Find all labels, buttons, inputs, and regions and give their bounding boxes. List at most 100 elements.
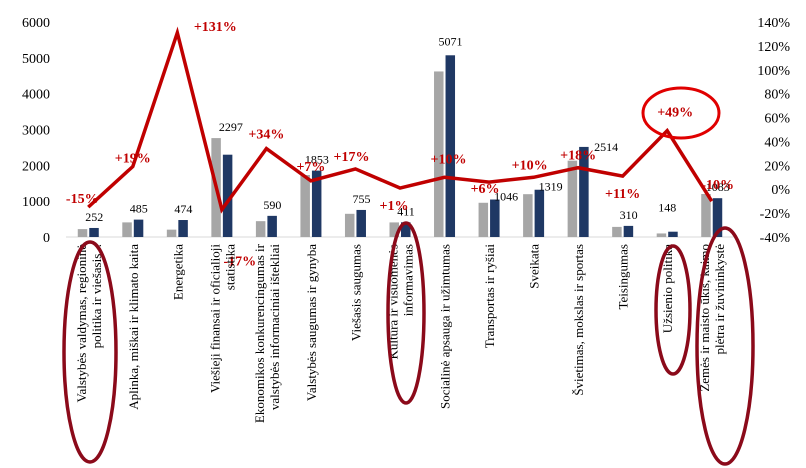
change-line <box>87 26 714 214</box>
category-label: Transportas ir ryšiai <box>482 244 497 349</box>
bar-value-label: 1083 <box>706 180 730 194</box>
category-label: Švietimas, mokslas ir sportas <box>571 244 586 396</box>
bar-series-2 <box>222 154 233 237</box>
bar-series-2 <box>311 170 322 237</box>
bar-series-1 <box>344 213 355 237</box>
bar-series-2 <box>401 222 411 237</box>
bar-value-label: 2514 <box>594 140 618 154</box>
y-right-tick-label: 0% <box>771 183 790 198</box>
labels: 252 485 474 2297 590 1853 755 411 5071 1046 1319 25… <box>66 20 734 270</box>
change-label: -15% <box>66 192 99 207</box>
bar-series-1 <box>389 222 399 237</box>
bar-value-label: 485 <box>130 202 148 216</box>
y-right-tick-label: 40% <box>764 135 790 150</box>
bar-series-2 <box>623 225 634 237</box>
bar-series-1 <box>255 221 266 237</box>
y-left-tick-label: 4000 <box>22 88 50 103</box>
change-polyline <box>87 26 714 214</box>
bar-series-2 <box>178 220 188 237</box>
highlight-ellipse <box>695 226 755 466</box>
category-label: Teisingumas <box>616 244 631 310</box>
bar-series-1 <box>77 229 88 237</box>
bar-value-label: 310 <box>620 208 638 222</box>
y-left-tick-label: 6000 <box>22 16 50 31</box>
bar-series-2 <box>490 199 500 237</box>
category-label: statistika <box>222 244 237 290</box>
y-left-tick-label: 5000 <box>22 52 50 67</box>
change-label: -17% <box>224 255 257 270</box>
y-right-tick-label: 140% <box>757 16 790 31</box>
bar-series-1 <box>523 194 533 237</box>
y-right-tick-label: 20% <box>764 159 790 174</box>
y-left-tick-label: 2000 <box>22 159 50 174</box>
category-label: valstybės informaciniai ištekliai <box>267 244 282 410</box>
bar-value-label: 755 <box>352 192 370 206</box>
bar-series-1 <box>656 233 667 237</box>
change-label: +7% <box>296 160 325 175</box>
category-label: Aplinka, miškai ir klimato kaita <box>126 244 141 410</box>
bar-series-2 <box>579 146 589 237</box>
bar-value-label: 252 <box>85 210 103 224</box>
bar-value-label: 148 <box>658 201 676 215</box>
bar-series-2 <box>668 231 678 237</box>
category-label: Valstybės valdymas, regioninė <box>74 244 89 403</box>
category-label: Valstybės saugumas ir gynyba <box>304 244 319 401</box>
y-left-tick-label: 3000 <box>22 124 50 139</box>
category-label: Viešieji finansai ir oficialioji <box>207 244 222 393</box>
bar-series-2 <box>267 215 277 237</box>
category-label: Energetika <box>170 244 185 300</box>
bar-series-2 <box>712 198 723 237</box>
highlight-ellipse <box>386 221 426 405</box>
category-label: Ekonomikos konkurencingumas ir <box>252 243 267 423</box>
bar-value-label: 1853 <box>305 153 329 167</box>
change-label: +19% <box>115 152 151 167</box>
y-right-tick-label: 120% <box>757 40 790 55</box>
change-label: +18% <box>560 149 596 164</box>
change-label: +6% <box>471 182 500 197</box>
category-label: plėtra ir žuvininkystė <box>712 244 727 355</box>
bar-series-1 <box>434 71 444 237</box>
bar-series-1 <box>300 175 310 237</box>
bar-series-2 <box>534 189 545 237</box>
highlight-ellipse <box>641 86 721 140</box>
y-right-tick-label: 60% <box>764 112 790 127</box>
change-label: +49% <box>657 106 693 121</box>
change-label: +10% <box>431 152 467 167</box>
category-label: politika ir viešasis... <box>89 244 104 348</box>
bar-value-label: 411 <box>397 204 415 218</box>
change-label: +34% <box>248 128 284 143</box>
change-label: +11% <box>605 187 640 202</box>
y-left-tick-label: 0 <box>43 231 50 246</box>
category-labels: Valstybės valdymas, regioninė politika ir… <box>74 243 727 423</box>
bar-value-label: 474 <box>174 202 192 216</box>
category-label: Viešasis saugumas <box>348 244 363 341</box>
bar-series-2 <box>445 55 456 237</box>
bar-value-label: 5071 <box>439 34 463 48</box>
y-right-tick-label: 80% <box>764 88 790 103</box>
y-right-tick-label: 100% <box>757 64 790 79</box>
change-label: +17% <box>333 150 369 165</box>
bar-series-1 <box>701 194 711 237</box>
bar-series-1 <box>122 222 132 237</box>
bar-value-label: 590 <box>263 198 281 212</box>
y-right-tick-label: -20% <box>760 207 791 222</box>
change-label: +10% <box>512 158 548 173</box>
highlight-ellipse <box>62 240 118 464</box>
axes: 0 1000 2000 3000 4000 5000 6000 -40% -20% 0% 20% 40… <box>22 16 790 246</box>
category-label: Sveikata <box>527 244 542 289</box>
bar-series-1 <box>166 229 177 237</box>
y-left-tick-label: 1000 <box>22 195 50 210</box>
bar-series-1 <box>567 160 578 237</box>
highlight-ellipse <box>654 244 692 376</box>
bar-value-label: 2297 <box>219 120 243 134</box>
change-label: -10% <box>701 178 734 193</box>
bar-series-2 <box>356 209 366 237</box>
change-label: +131% <box>194 20 237 35</box>
bar-series-1 <box>478 202 489 237</box>
y-right-tick-label: -40% <box>760 231 791 246</box>
bar-series-1 <box>612 226 622 237</box>
bar-value-label: 1046 <box>494 190 518 204</box>
bar-series-2 <box>133 219 144 237</box>
category-label: informavimas <box>401 244 416 316</box>
